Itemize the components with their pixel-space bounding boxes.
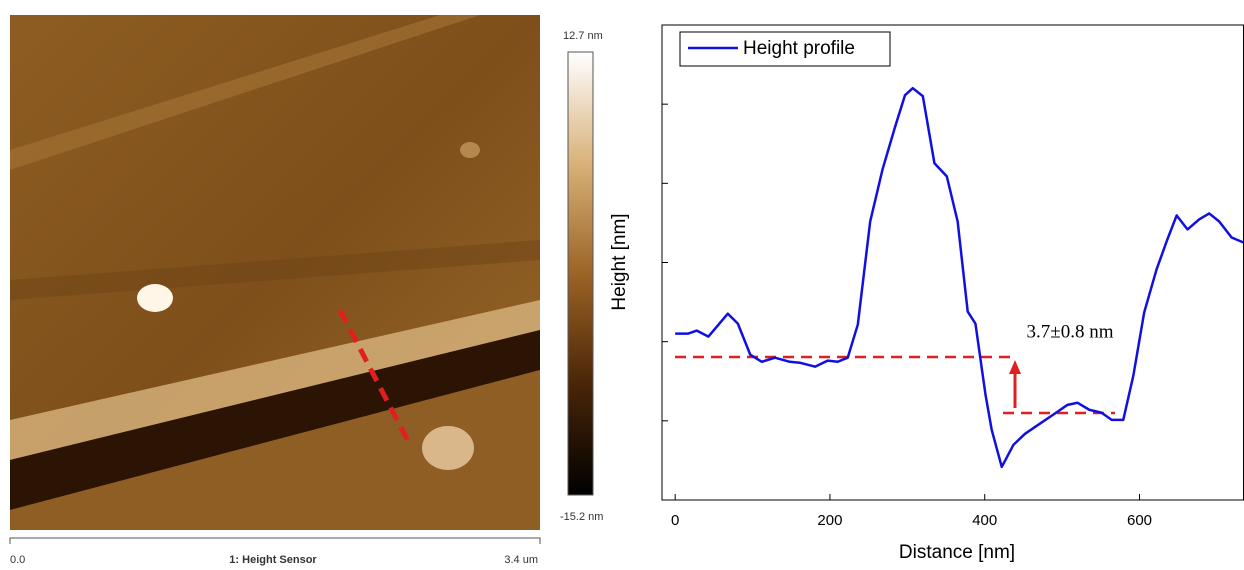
scale-start: 0.0	[10, 554, 25, 566]
annotation-arrow	[1009, 360, 1021, 374]
scale-bar	[9, 537, 541, 544]
colorbar-max: 12.7 nm	[563, 30, 603, 42]
plot-frame	[661, 24, 1244, 501]
annotation: 3.7±0.8 nm	[1027, 321, 1114, 342]
plot-area	[675, 86, 1244, 469]
colorbar-min: -15.2 nm	[560, 511, 603, 523]
x-tick-label: 200	[817, 512, 842, 529]
colorbar	[567, 51, 594, 496]
x-axis-label: Distance [nm]	[899, 542, 1015, 563]
channel-label: 1: Height Sensor	[229, 554, 317, 566]
legend-label: Height profile	[743, 38, 855, 59]
data-line	[675, 86, 1244, 469]
x-tick-label: 400	[972, 512, 997, 529]
x-tick-label: 0	[671, 512, 679, 529]
scale-end: 3.4 um	[504, 554, 538, 566]
afm-image	[10, 15, 540, 530]
x-tick-label: 600	[1127, 512, 1152, 529]
y-axis-label: Height [nm]	[609, 213, 630, 310]
